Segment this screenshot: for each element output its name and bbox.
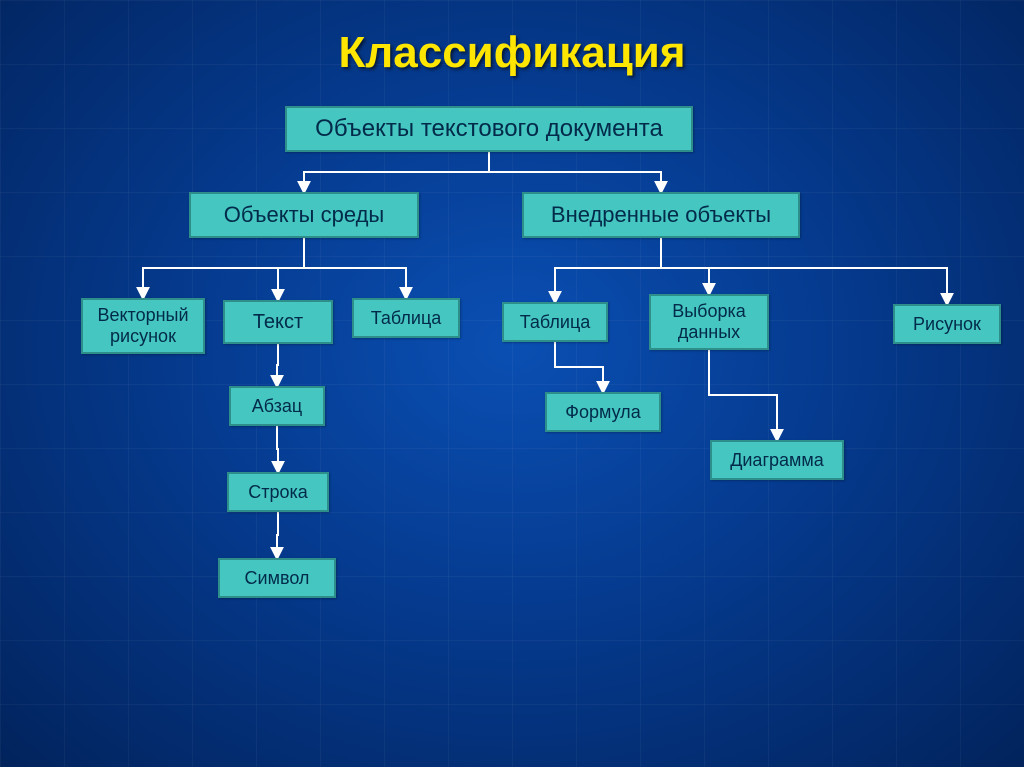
node-root: Объекты текстового документа — [285, 106, 693, 152]
node-line: Строка — [227, 472, 329, 512]
node-embed: Внедренные объекты — [522, 192, 800, 238]
slide-title: Классификация — [0, 28, 1024, 78]
node-table2: Таблица — [502, 302, 608, 342]
node-vector: Векторный рисунок — [81, 298, 205, 354]
node-sample: Выборка данных — [649, 294, 769, 350]
node-table1: Таблица — [352, 298, 460, 338]
node-para: Абзац — [229, 386, 325, 426]
edge-env-table1 — [304, 238, 406, 298]
node-diagram: Диаграмма — [710, 440, 844, 480]
edge-embed-table2 — [555, 238, 661, 302]
edge-sample-diagram — [709, 350, 777, 440]
edge-root-env — [304, 152, 489, 192]
edge-env-vector — [143, 238, 304, 298]
edge-text-para — [277, 344, 278, 386]
edge-env-text — [278, 238, 304, 300]
edge-table2-formula — [555, 342, 603, 392]
node-formula: Формула — [545, 392, 661, 432]
edge-embed-sample — [661, 238, 709, 294]
node-symbol: Символ — [218, 558, 336, 598]
slide-stage: Классификация Объекты текстового докумен… — [0, 0, 1024, 767]
node-env: Объекты среды — [189, 192, 419, 238]
node-picture: Рисунок — [893, 304, 1001, 344]
node-text: Текст — [223, 300, 333, 344]
edge-root-embed — [489, 152, 661, 192]
edge-line-symbol — [277, 512, 278, 558]
edge-para-line — [277, 426, 278, 472]
